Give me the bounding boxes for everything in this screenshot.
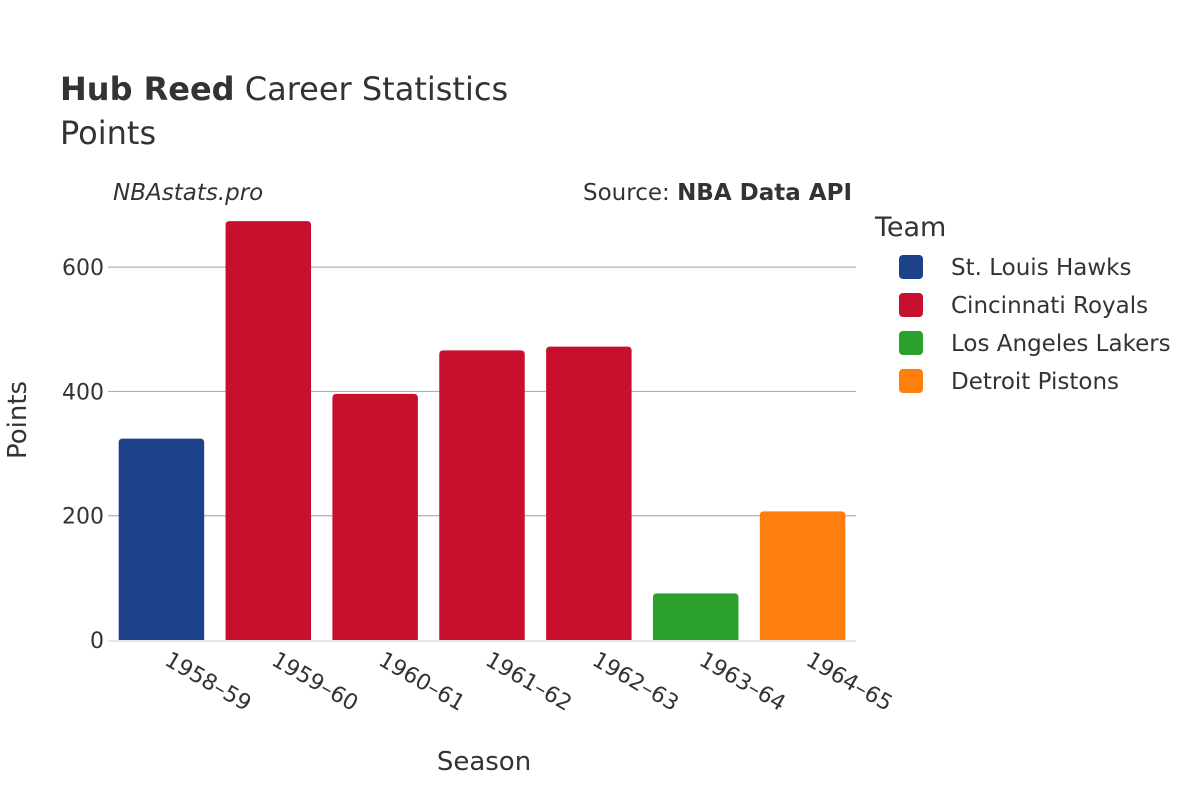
bar [759, 511, 846, 640]
chart-title: Hub Reed Career Statistics [60, 70, 508, 108]
y-tick-label: 0 [90, 629, 104, 654]
chart-subtitle: Points [60, 114, 156, 152]
source-prefix: Source: [583, 180, 677, 206]
x-axis-title: Season [437, 747, 531, 777]
source-name: NBA Data API [677, 180, 852, 206]
y-tick-label: 400 [62, 380, 104, 405]
bar [439, 350, 525, 640]
x-tick-label: 1964–65 [802, 648, 897, 717]
y-tick-label: 200 [62, 505, 104, 530]
legend-label: Cincinnati Royals [951, 293, 1148, 319]
bar [332, 393, 418, 640]
title-rest: Career Statistics [235, 70, 509, 108]
y-tick-label: 600 [62, 256, 104, 281]
legend: St. Louis Hawks Cincinnati Royals Los Ange… [899, 255, 1171, 395]
bar [546, 346, 632, 640]
legend-label: St. Louis Hawks [951, 255, 1132, 281]
x-tick-label: 1958–59 [160, 648, 255, 717]
x-tick-label: 1960–61 [374, 648, 469, 717]
x-tick-label: 1959–60 [267, 648, 362, 717]
legend-title: Team [874, 212, 946, 243]
legend-swatch [899, 369, 923, 393]
bar [118, 438, 205, 640]
x-tick-label: 1962–63 [588, 648, 683, 717]
x-axis-ticks: 1958–59 1959–60 1960–61 1961–62 1962–63 1963–… [160, 648, 896, 717]
bar [225, 221, 312, 640]
legend-label: Detroit Pistons [951, 369, 1119, 395]
legend-label: Los Angeles Lakers [951, 331, 1171, 357]
legend-swatch [899, 255, 923, 279]
x-tick-label: 1961–62 [481, 648, 576, 717]
source-text: Source: NBA Data API [583, 180, 852, 206]
legend-swatch [899, 331, 923, 355]
y-axis-title: Points [3, 381, 33, 459]
y-axis-ticks: 0 200 400 600 [62, 256, 104, 654]
title-player: Hub Reed [60, 70, 235, 108]
x-tick-label: 1963–64 [695, 648, 790, 717]
bar [652, 593, 739, 640]
watermark: NBAstats.pro [113, 180, 263, 206]
legend-swatch [899, 293, 923, 317]
bars [118, 221, 846, 640]
